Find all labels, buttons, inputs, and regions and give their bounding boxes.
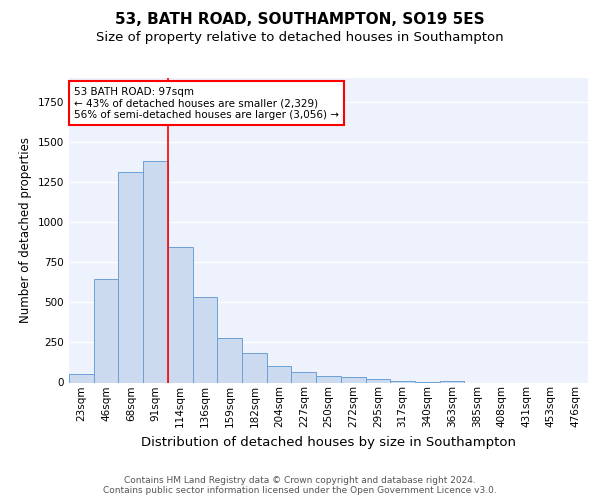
Bar — [94, 279, 118, 382]
Bar — [267, 366, 292, 382]
Bar — [390, 381, 415, 382]
Bar — [69, 374, 94, 382]
Bar — [292, 372, 316, 382]
Bar — [242, 353, 267, 382]
Bar — [193, 298, 217, 382]
X-axis label: Distribution of detached houses by size in Southampton: Distribution of detached houses by size … — [141, 436, 516, 448]
Bar — [217, 338, 242, 382]
Y-axis label: Number of detached properties: Number of detached properties — [19, 137, 32, 323]
Text: Contains HM Land Registry data © Crown copyright and database right 2024.
Contai: Contains HM Land Registry data © Crown c… — [103, 476, 497, 495]
Bar — [316, 376, 341, 382]
Bar — [440, 381, 464, 382]
Bar — [365, 379, 390, 382]
Text: 53 BATH ROAD: 97sqm
← 43% of detached houses are smaller (2,329)
56% of semi-det: 53 BATH ROAD: 97sqm ← 43% of detached ho… — [74, 86, 339, 120]
Bar — [143, 161, 168, 382]
Bar — [341, 377, 365, 382]
Bar — [118, 172, 143, 382]
Bar — [168, 247, 193, 382]
Text: Size of property relative to detached houses in Southampton: Size of property relative to detached ho… — [96, 31, 504, 44]
Text: 53, BATH ROAD, SOUTHAMPTON, SO19 5ES: 53, BATH ROAD, SOUTHAMPTON, SO19 5ES — [115, 12, 485, 28]
